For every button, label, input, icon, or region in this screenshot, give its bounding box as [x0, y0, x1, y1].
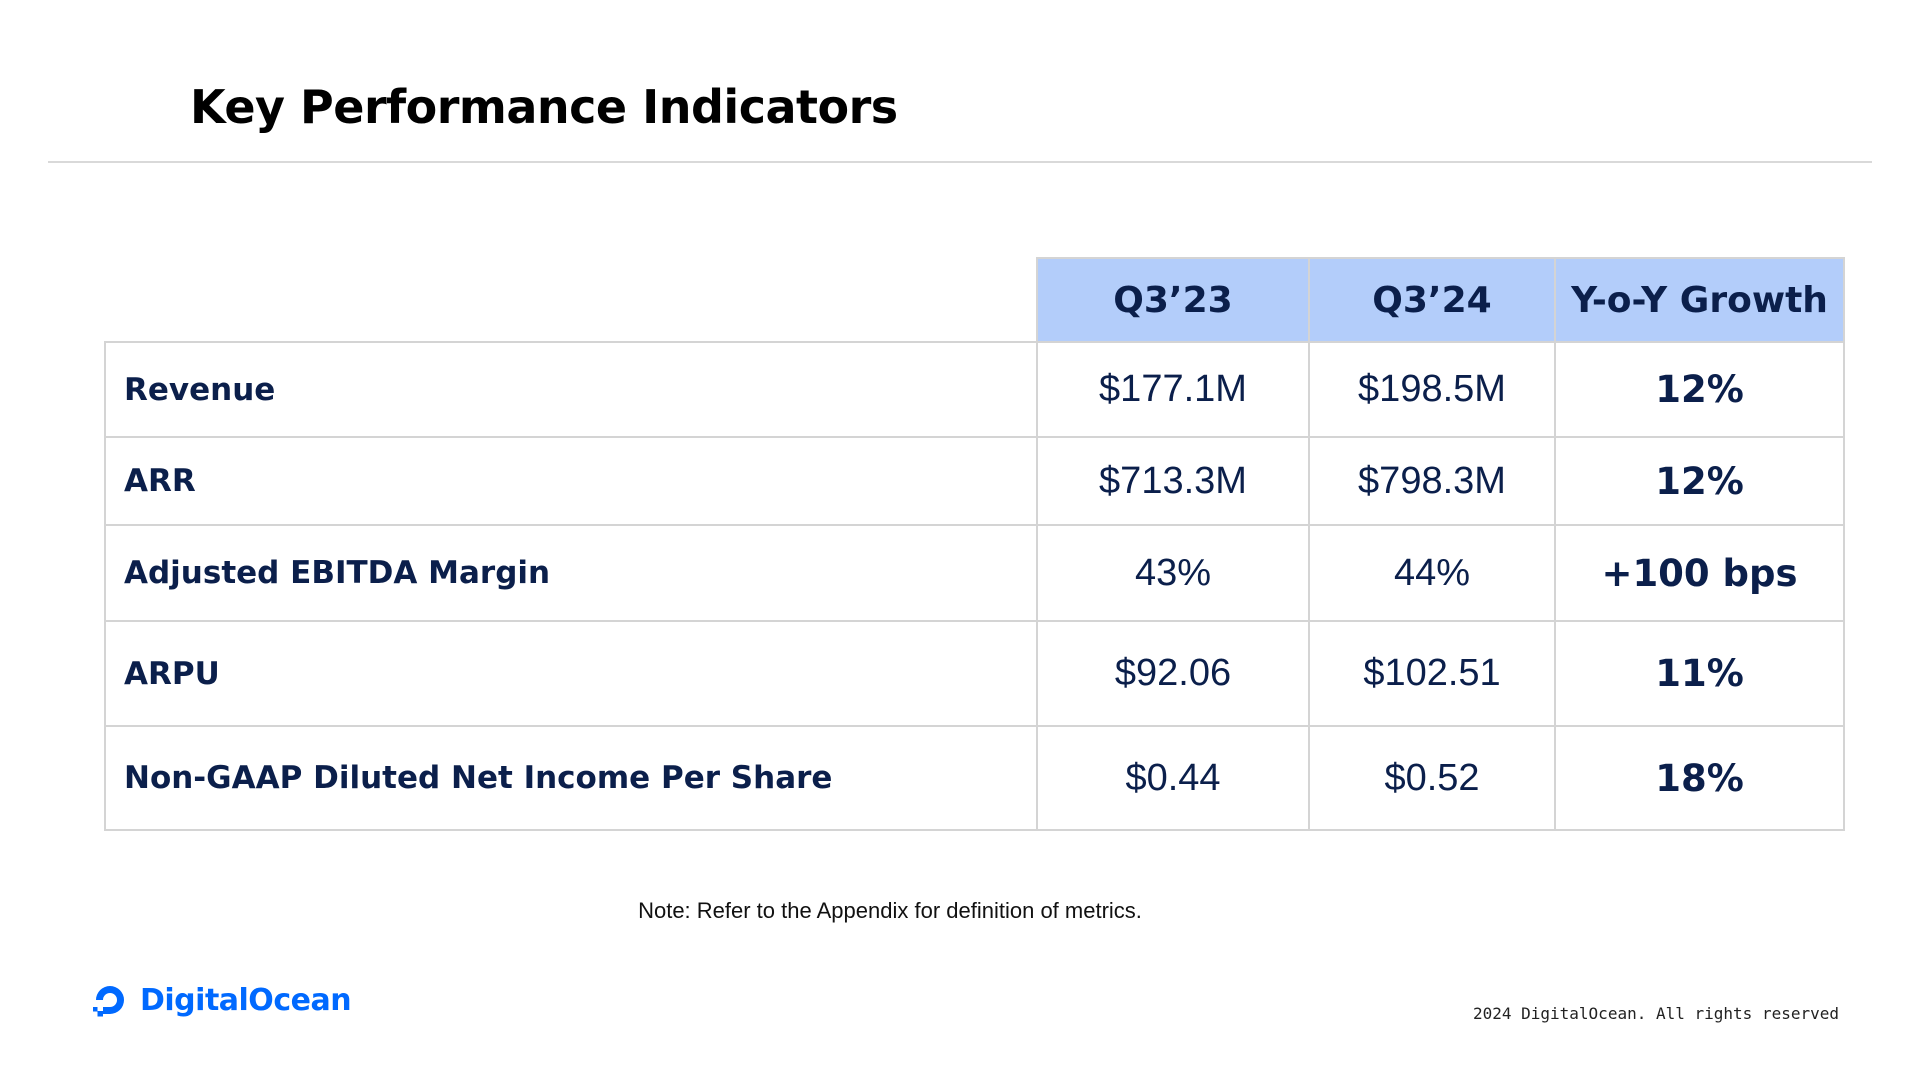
q3-24-value: 44% [1308, 524, 1556, 622]
column-header-yoy-growth: Y-o-Y Growth [1554, 257, 1845, 343]
growth-value: 11% [1554, 620, 1845, 727]
metric-label: Adjusted EBITDA Margin [104, 524, 1038, 622]
metric-label: ARR [104, 436, 1038, 526]
logo-wordmark: DigitalOcean [140, 982, 352, 1018]
q3-23-value: 43% [1036, 524, 1310, 622]
title-divider [48, 161, 1872, 163]
table-row: Adjusted EBITDA Margin 43% 44% +100 bps [104, 524, 1845, 622]
column-header-q3-24: Q3’24 [1308, 257, 1556, 343]
metric-label: Revenue [104, 341, 1038, 438]
footnote: Note: Refer to the Appendix for definiti… [638, 898, 1142, 923]
table-header-row: Q3’23 Q3’24 Y-o-Y Growth [105, 257, 1845, 343]
table-row: Non-GAAP Diluted Net Income Per Share $0… [104, 725, 1845, 831]
page-title: Key Performance Indicators [190, 80, 898, 134]
q3-24-value: $798.3M [1308, 436, 1556, 526]
header-blank-cell [105, 258, 1038, 343]
kpi-table: Q3’23 Q3’24 Y-o-Y Growth Revenue $177.1M… [104, 257, 1845, 831]
digitalocean-logo: DigitalOcean [90, 980, 352, 1020]
growth-value: 12% [1554, 341, 1845, 438]
digitalocean-logo-icon [93, 986, 124, 1017]
q3-23-value: $177.1M [1036, 341, 1310, 438]
column-header-q3-23: Q3’23 [1036, 257, 1310, 343]
q3-23-value: $92.06 [1036, 620, 1310, 727]
table-row: ARR $713.3M $798.3M 12% [104, 436, 1845, 526]
table-row: Revenue $177.1M $198.5M 12% [104, 341, 1845, 438]
q3-23-value: $713.3M [1036, 436, 1310, 526]
q3-24-value: $0.52 [1308, 725, 1556, 831]
copyright-text: 2024 DigitalOcean. All rights reserved [1472, 1004, 1839, 1023]
growth-value: +100 bps [1554, 524, 1845, 622]
growth-value: 18% [1554, 725, 1845, 831]
q3-23-value: $0.44 [1036, 725, 1310, 831]
metric-label: ARPU [104, 620, 1038, 727]
q3-24-value: $198.5M [1308, 341, 1556, 438]
metric-label: Non-GAAP Diluted Net Income Per Share [104, 725, 1038, 831]
q3-24-value: $102.51 [1308, 620, 1556, 727]
growth-value: 12% [1554, 436, 1845, 526]
table-row: ARPU $92.06 $102.51 11% [104, 620, 1845, 727]
